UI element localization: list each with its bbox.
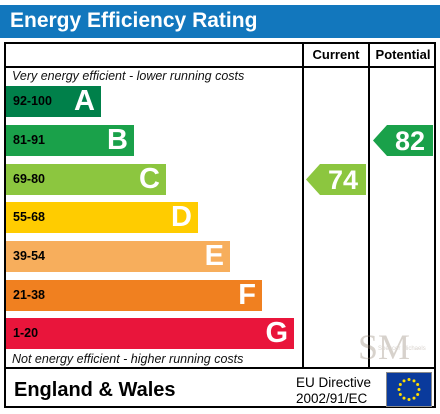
watermark-text: Spencer Michaels [378, 346, 426, 352]
rating-band-b: 81-91 B [6, 124, 134, 156]
eu-star [412, 396, 416, 400]
bottom-note: Not energy efficient - higher running co… [12, 352, 244, 366]
rating-band-g: 1-20 G [6, 317, 294, 349]
eu-star [416, 383, 420, 386]
band-range-label: 55-68 [13, 210, 45, 224]
band-letter: F [238, 279, 256, 311]
column-divider-potential [368, 42, 370, 368]
header-divider [4, 66, 436, 68]
band-letter: C [139, 163, 160, 195]
band-letter: A [74, 85, 95, 117]
directive-line-2: 2002/91/EC [296, 391, 368, 406]
eu-star [398, 393, 402, 396]
eu-star [397, 388, 401, 391]
rating-band-d: 55-68 D [6, 201, 198, 233]
title-bar: Energy Efficiency Rating [0, 5, 440, 38]
page-title: Energy Efficiency Rating [10, 9, 258, 32]
band-range-label: 39-54 [13, 249, 45, 263]
footer-divider [4, 367, 436, 369]
eu-star [402, 396, 406, 400]
potential-rating-arrow: 82 [373, 125, 433, 156]
eu-directive: EU Directive 2002/91/EC [296, 375, 371, 407]
rating-frame [4, 42, 436, 408]
band-letter: G [265, 317, 288, 349]
watermark-letters: SM [358, 327, 411, 367]
eu-star [412, 379, 416, 383]
potential-arrow-shape [373, 125, 433, 156]
band-range-label: 92-100 [13, 94, 52, 108]
eu-star [398, 383, 402, 386]
band-letter: D [171, 201, 192, 233]
column-divider-current [302, 42, 304, 368]
eu-star [402, 379, 406, 383]
watermark-logo: SM Spencer Michaels [356, 327, 436, 370]
rating-band-e: 39-54 E [6, 240, 230, 272]
current-arrow-shape [306, 164, 366, 195]
band-range-label: 81-91 [13, 133, 45, 147]
region-label: England & Wales [14, 379, 176, 401]
band-range-label: 21-38 [13, 288, 45, 302]
eu-star [416, 393, 420, 396]
rating-band-c: 69-80 C [6, 163, 166, 195]
eu-flag-icon [386, 372, 432, 407]
current-rating-arrow: 74 [306, 164, 366, 195]
band-range-label: 69-80 [13, 172, 45, 186]
eu-star [407, 398, 411, 401]
current-rating-value: 74 [327, 165, 358, 195]
band-letter: B [107, 124, 128, 156]
eu-stars [397, 378, 421, 401]
eu-star [407, 378, 411, 381]
band-range-label: 1-20 [13, 326, 39, 340]
eu-star [417, 388, 421, 391]
rating-band-f: 21-38 F [6, 279, 262, 311]
band-letter: E [204, 240, 224, 272]
directive-line-1: EU Directive [296, 375, 372, 390]
current-column-header: Current [312, 47, 360, 62]
potential-rating-value: 82 [394, 126, 425, 156]
potential-column-header: Potential [375, 47, 431, 62]
top-note: Very energy efficient - lower running co… [12, 69, 245, 83]
rating-band-a: 92-100 A [6, 85, 101, 117]
